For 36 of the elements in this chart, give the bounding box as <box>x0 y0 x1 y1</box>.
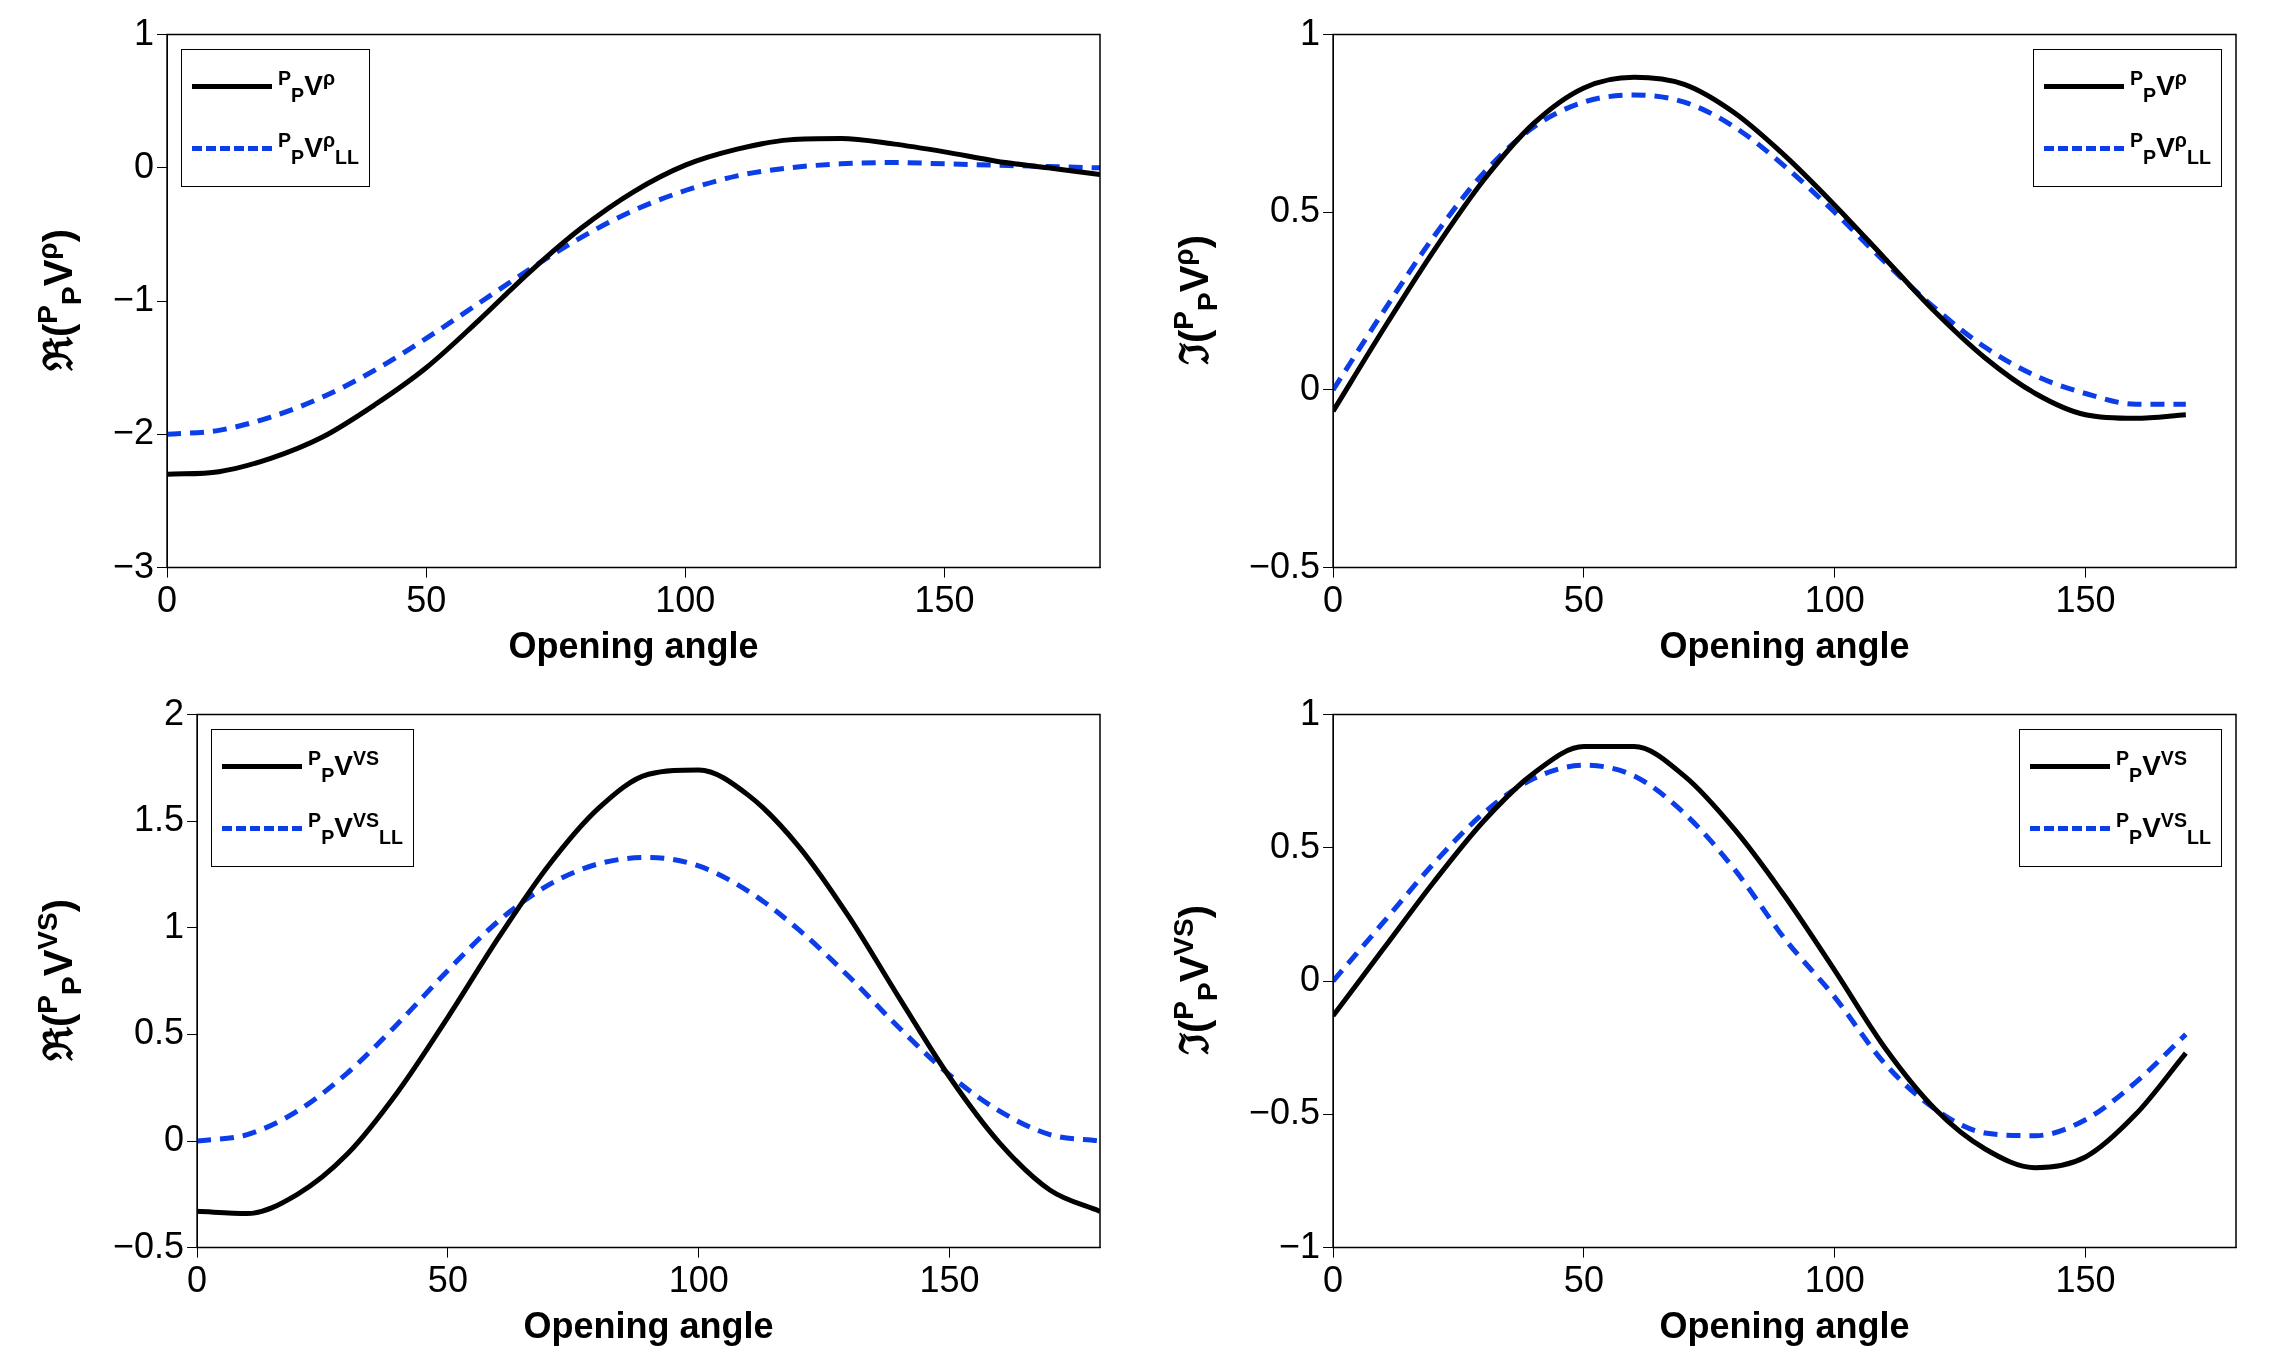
x-tick-label: 150 <box>2055 579 2116 621</box>
y-tick-label: −1 <box>113 278 155 320</box>
y-tick-label: 0.5 <box>1270 189 1321 231</box>
x-tick-label: 100 <box>1804 1259 1865 1301</box>
x-tick-label: 50 <box>1563 1259 1604 1301</box>
y-tick-label: 0 <box>164 1117 185 1159</box>
y-tick-label: 0.5 <box>134 1011 185 1053</box>
x-axis-title: Opening angle <box>1659 1305 1910 1347</box>
x-tick-label: 100 <box>668 1259 729 1301</box>
y-tick-label: −0.5 <box>1248 544 1321 586</box>
x-tick-label: 150 <box>2055 1259 2116 1301</box>
x-tick-label: 50 <box>1563 579 1604 621</box>
x-axis-title: Opening angle <box>508 625 759 667</box>
y-tick-label: 1.5 <box>134 798 185 840</box>
y-tick-label: 0.5 <box>1270 824 1321 866</box>
x-tick-label: 50 <box>406 579 447 621</box>
x-tick-label: 100 <box>1804 579 1865 621</box>
x-tick-label: 150 <box>914 579 975 621</box>
y-tick-label: 1 <box>134 11 155 53</box>
x-axis-title: Opening angle <box>1659 625 1910 667</box>
y-tick-label: 1 <box>1300 691 1321 733</box>
y-tick-label: −0.5 <box>112 1224 185 1266</box>
y-tick-label: −3 <box>113 544 155 586</box>
x-tick-label: 100 <box>655 579 716 621</box>
x-axis-title: Opening angle <box>523 1305 774 1347</box>
y-tick-label: 0 <box>1300 958 1321 1000</box>
y-tick-label: 0 <box>134 144 155 186</box>
y-tick-label: 2 <box>164 691 185 733</box>
y-tick-label: −0.5 <box>1248 1091 1321 1133</box>
x-tick-label: 50 <box>427 1259 468 1301</box>
y-tick-label: 1 <box>164 904 185 946</box>
y-tick-label: −2 <box>113 411 155 453</box>
y-tick-label: 0 <box>1300 366 1321 408</box>
y-tick-label: 1 <box>1300 11 1321 53</box>
y-tick-label: −1 <box>1279 1224 1321 1266</box>
x-tick-label: 150 <box>919 1259 980 1301</box>
